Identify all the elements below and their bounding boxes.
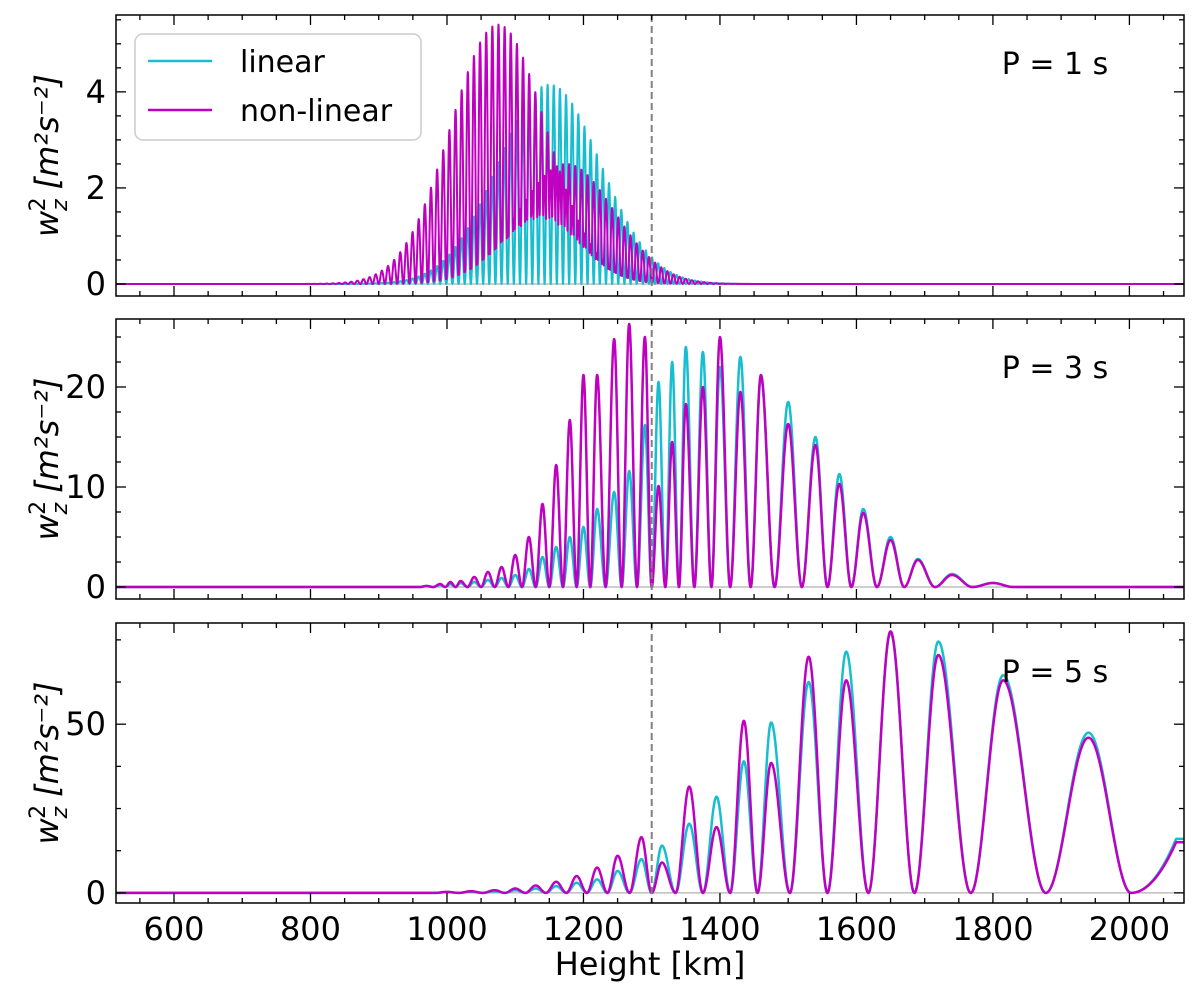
- plot-area: [116, 630, 1184, 895]
- x-tick-label: 2000: [1089, 910, 1170, 948]
- y-tick-label: 4: [86, 73, 106, 111]
- panel-1: 0 2 4 wz2[m²s⁻²] P = 1 s: [26, 14, 1185, 303]
- y-tick-label: 10: [65, 468, 106, 506]
- y-tick-label: 0: [86, 265, 106, 303]
- x-tick-label: 600: [143, 910, 204, 948]
- y-axis-label: wz2[m²s⁻²]: [26, 377, 73, 540]
- panel-label: P = 3 s: [1002, 351, 1109, 386]
- x-tick-label: 1000: [406, 910, 487, 948]
- legend-label-linear: linear: [240, 45, 326, 80]
- y-axis-label: wz2[m²s⁻²]: [26, 681, 73, 844]
- y-tick-label: 0: [86, 568, 106, 606]
- series-line-nonlinear: [116, 23, 1184, 285]
- y-tick-label: 2: [86, 169, 106, 207]
- x-tick-label: 1800: [952, 910, 1033, 948]
- panel-label: P = 5 s: [1002, 655, 1109, 690]
- y-axis-label: wz2[m²s⁻²]: [26, 74, 73, 237]
- axes-frame: [115, 14, 1185, 297]
- legend-label-nonlinear: non-linear: [240, 94, 393, 129]
- x-tick-label: 1400: [679, 910, 760, 948]
- axes-frame: [115, 622, 1185, 904]
- y-tick-label: 50: [65, 705, 106, 743]
- x-tick-label: 1200: [543, 910, 624, 948]
- axes-frame: [115, 318, 1185, 600]
- plot-area: [116, 23, 1184, 285]
- panel-label: P = 1 s: [1002, 47, 1109, 82]
- x-axis-label: Height [km]: [555, 945, 746, 983]
- legend: linear non-linear: [134, 33, 422, 141]
- y-tick-label: 0: [86, 874, 106, 912]
- series-line-nonlinear: [116, 322, 1184, 589]
- series-line-nonlinear: [116, 630, 1184, 895]
- plot-area: [116, 322, 1184, 589]
- y-tick-label: 20: [65, 368, 106, 406]
- x-tick-label: 800: [280, 910, 341, 948]
- x-tick-label: 1600: [816, 910, 897, 948]
